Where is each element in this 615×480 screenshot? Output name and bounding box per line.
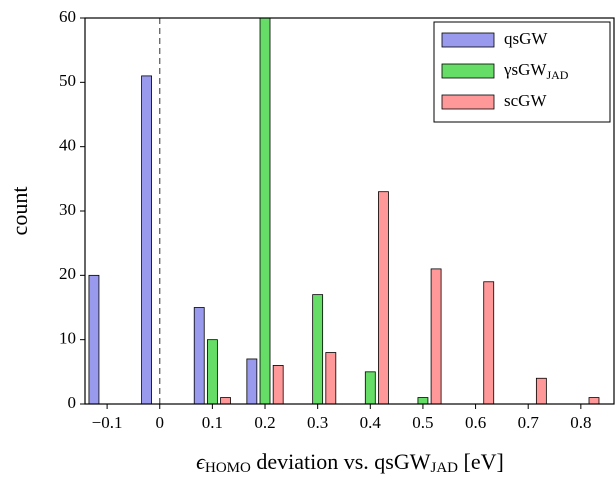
x-tick-label: −0.1	[92, 413, 123, 432]
x-tick-label: 0.8	[570, 413, 591, 432]
y-tick-label: 20	[59, 264, 76, 283]
plot-frame	[84, 17, 615, 405]
x-tick-label: 0.6	[465, 413, 486, 432]
x-tick-label: 0.3	[307, 413, 328, 432]
x-tick-label: 0.7	[518, 413, 540, 432]
x-label-text: deviation vs. qsGW	[251, 449, 431, 474]
legend-label: qsGW	[504, 29, 548, 48]
x-tick-label: 0.4	[360, 413, 382, 432]
x-axis-label: ϵHOMO deviation vs. qsGWJAD [eV]	[196, 449, 504, 476]
y-tick-label: 0	[68, 393, 77, 412]
bar	[193, 307, 205, 405]
legend: qsGW γsGWJAD scGW	[433, 21, 611, 123]
legend-label-text: scGW	[504, 91, 547, 110]
y-tick-label: 10	[59, 329, 76, 348]
x-label-sub: JAD	[431, 460, 459, 476]
bar	[272, 364, 284, 405]
legend-swatch	[441, 63, 495, 79]
y-tick-label: 50	[59, 71, 76, 90]
bar	[141, 75, 152, 405]
x-label-sub: HOMO	[205, 460, 251, 476]
legend-label: scGW	[504, 91, 547, 110]
bar	[325, 352, 337, 405]
y-tick-label: 30	[59, 200, 76, 219]
bar	[246, 358, 258, 405]
x-tick-label: 0	[155, 413, 164, 432]
bar	[220, 397, 231, 405]
y-tick-label: 60	[59, 7, 76, 26]
bar	[364, 371, 376, 405]
legend-label-sub: JAD	[546, 68, 568, 82]
legend-swatch	[441, 94, 495, 110]
legend-swatch	[441, 32, 495, 48]
legend-label-text: qsGW	[504, 29, 548, 48]
bar	[417, 397, 429, 405]
bar	[430, 268, 442, 405]
bar	[588, 397, 600, 405]
bar	[312, 294, 324, 405]
bar	[483, 281, 495, 405]
legend-label-text: γsGW	[503, 60, 547, 79]
y-axis-label: count	[7, 187, 32, 236]
x-label-unit: [eV]	[458, 449, 504, 474]
bar	[535, 377, 547, 405]
bar	[88, 274, 100, 405]
legend-label: γsGWJAD	[503, 60, 569, 82]
bar	[206, 339, 218, 405]
x-tick-label: 0.5	[412, 413, 433, 432]
bar	[378, 191, 389, 405]
bar	[259, 17, 271, 405]
x-tick-label: 0.2	[254, 413, 275, 432]
x-tick-label: 0.1	[202, 413, 223, 432]
y-tick-label: 40	[59, 136, 76, 155]
x-label-symbol: ϵ	[196, 449, 206, 474]
